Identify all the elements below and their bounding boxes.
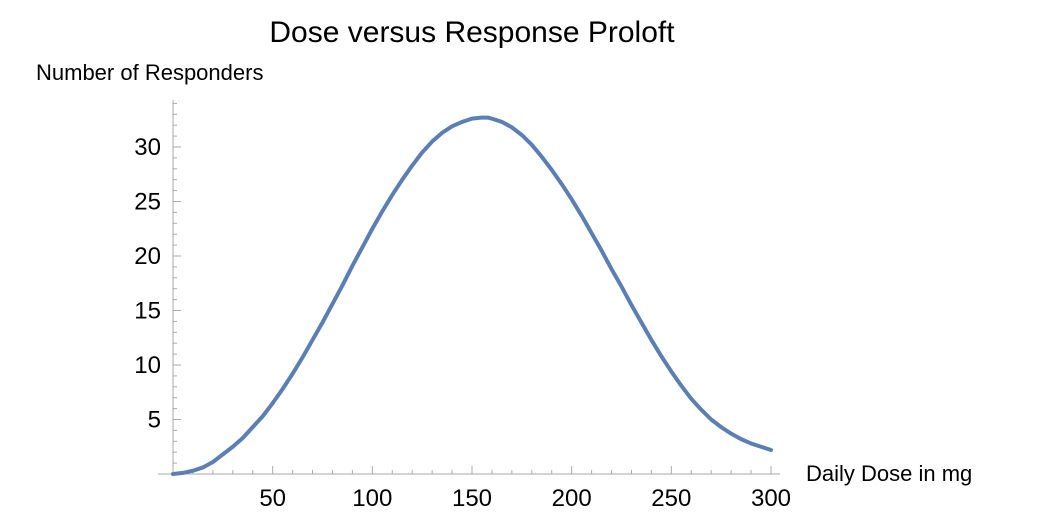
x-minor-ticks	[192, 470, 752, 474]
x-tick-label: 100	[352, 485, 392, 512]
y-axis-title: Number of Responders	[36, 60, 263, 85]
x-tick-label: 50	[259, 485, 286, 512]
y-major-ticks	[173, 146, 181, 420]
x-tick-label: 250	[651, 485, 691, 512]
y-tick-label: 15	[134, 298, 161, 325]
y-minor-ticks	[173, 102, 177, 464]
x-major-ticks	[272, 466, 772, 474]
y-tick-labels: 5 10 15 20 25 30	[134, 134, 161, 434]
x-tick-label: 200	[552, 485, 592, 512]
x-axis-title: Daily Dose in mg	[806, 461, 972, 486]
x-tick-label: 300	[751, 485, 791, 512]
response-curve	[171, 115, 773, 476]
x-tick-label: 150	[452, 485, 492, 512]
x-tick-labels: 50 100 150 200 250 300	[259, 485, 791, 512]
y-tick-label: 30	[134, 134, 161, 161]
chart-title: Dose versus Response Proloft	[269, 16, 675, 49]
y-tick-label: 20	[134, 243, 161, 270]
y-tick-label: 10	[134, 352, 161, 379]
y-tick-label: 25	[134, 189, 161, 216]
y-tick-label: 5	[148, 407, 161, 434]
